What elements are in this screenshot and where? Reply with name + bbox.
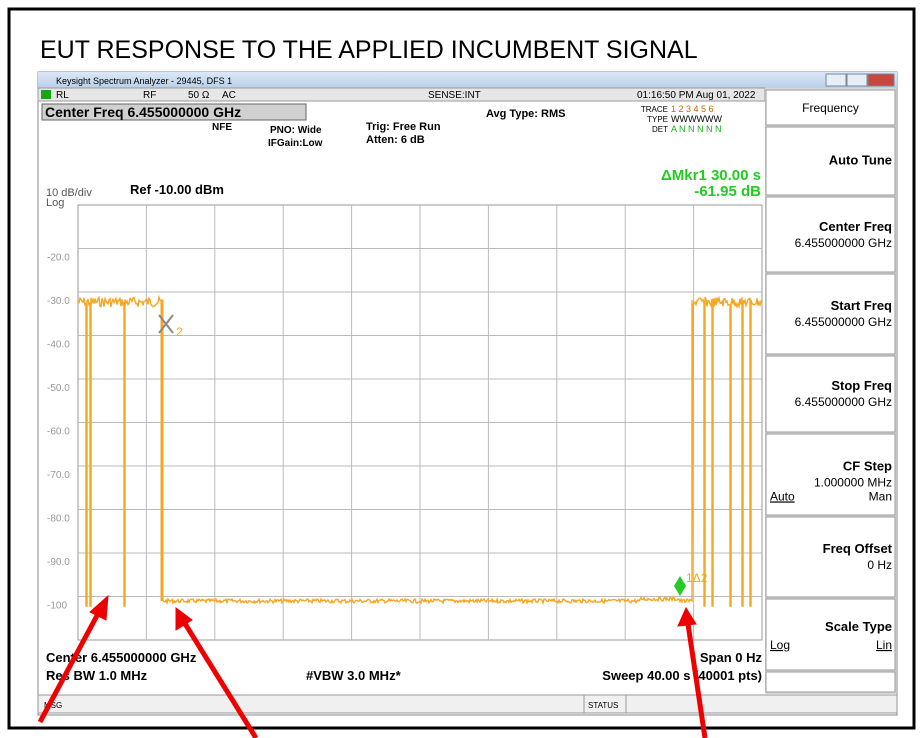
arrowhead bbox=[175, 607, 193, 631]
y-label: -90.0 bbox=[47, 557, 70, 568]
status: STATUS bbox=[588, 701, 618, 710]
rf: RF bbox=[143, 90, 156, 101]
marker-x bbox=[158, 314, 174, 334]
y-label: -50.0 bbox=[47, 383, 70, 394]
atten: Atten: 6 dB bbox=[366, 134, 425, 146]
res-bw: Res BW 1.0 MHz bbox=[46, 668, 148, 683]
softkey[interactable] bbox=[765, 126, 896, 196]
softkey bbox=[765, 671, 896, 693]
scale-mode: Log bbox=[46, 197, 64, 209]
maximize[interactable] bbox=[846, 73, 868, 87]
lxi-icon bbox=[41, 90, 51, 99]
softkey-label: Scale Type bbox=[825, 619, 892, 634]
arrowhead bbox=[677, 606, 697, 627]
minimize[interactable] bbox=[825, 73, 847, 87]
msg: MSG bbox=[44, 701, 62, 710]
rl: RL bbox=[56, 90, 69, 101]
window-title: Keysight Spectrum Analyzer - 29445, DFS … bbox=[56, 76, 232, 86]
softkey-label: Auto Tune bbox=[829, 152, 892, 167]
softkey[interactable] bbox=[765, 273, 896, 355]
datetime: 01:16:50 PM Aug 01, 2022 bbox=[637, 90, 756, 101]
y-label: -80.0 bbox=[47, 514, 70, 525]
type-values: WWWWWW bbox=[671, 114, 722, 124]
trace-values: 1 2 3 4 5 6 bbox=[671, 104, 714, 114]
y-label: -100 bbox=[47, 601, 67, 612]
softkey-label: CF Step bbox=[843, 458, 892, 473]
nfe: NFE bbox=[212, 122, 232, 133]
softkey[interactable] bbox=[765, 196, 896, 273]
ifgain: IFGain:Low bbox=[268, 138, 323, 149]
center: Center 6.455000000 GHz bbox=[46, 650, 197, 665]
message-bar bbox=[37, 694, 898, 714]
center-freq-box[interactable] bbox=[41, 103, 307, 121]
arrow bbox=[181, 620, 259, 738]
marker-delta: ΔMkr1 30.00 s bbox=[661, 167, 761, 184]
arrow bbox=[37, 608, 103, 724]
softkey-left: Auto bbox=[770, 489, 795, 503]
softkey-value: 1.000000 MHz bbox=[814, 475, 892, 489]
softkey-label: Center Freq bbox=[819, 219, 892, 234]
softkey-right: Man bbox=[869, 489, 892, 503]
trig: Trig: Free Run bbox=[366, 121, 441, 133]
softkey[interactable] bbox=[765, 516, 896, 598]
annotation-arrows bbox=[37, 594, 708, 738]
menu-title: Frequency bbox=[802, 101, 859, 115]
y-label: -30.0 bbox=[47, 296, 70, 307]
softkey-value: 6.455000000 GHz bbox=[795, 236, 892, 250]
softkey-label: Start Freq bbox=[831, 298, 892, 313]
center-freq: Center Freq 6.455000000 GHz bbox=[45, 104, 241, 120]
softkey[interactable] bbox=[765, 355, 896, 433]
marker-x-label: 2 bbox=[176, 325, 183, 339]
y-label: -60.0 bbox=[47, 427, 70, 438]
type-label: TYPE bbox=[647, 115, 668, 124]
softkey-left: Log bbox=[770, 638, 790, 652]
arrow bbox=[685, 623, 708, 738]
marker-value: -61.95 dB bbox=[694, 183, 761, 200]
marker-delta-label: 1Δ2 bbox=[686, 571, 708, 585]
softkey-value: 0 Hz bbox=[867, 558, 892, 572]
softkey-value: 6.455000000 GHz bbox=[795, 395, 892, 409]
coupling: AC bbox=[222, 90, 236, 101]
pno: PNO: Wide bbox=[270, 125, 322, 136]
close[interactable] bbox=[867, 73, 895, 87]
det-label: DET bbox=[652, 125, 668, 134]
y-label: -20.0 bbox=[47, 253, 70, 264]
trace bbox=[77, 294, 763, 607]
impedance: 50 Ω bbox=[188, 90, 210, 101]
sweep: Sweep 40.00 s (40001 pts) bbox=[602, 668, 762, 683]
vbw: #VBW 3.0 MHz* bbox=[306, 668, 402, 683]
softkey[interactable] bbox=[765, 433, 896, 516]
ref-level: Ref -10.00 dBm bbox=[130, 182, 224, 197]
page-title: EUT RESPONSE TO THE APPLIED INCUMBENT SI… bbox=[40, 36, 698, 64]
avg-type: Avg Type: RMS bbox=[486, 108, 565, 120]
softkey-value: 6.455000000 GHz bbox=[795, 315, 892, 329]
per-div: 10 dB/div bbox=[46, 187, 92, 199]
arrowhead bbox=[89, 594, 109, 621]
trace-label: TRACE bbox=[641, 105, 668, 114]
title-bar bbox=[38, 72, 897, 88]
y-label: -70.0 bbox=[47, 470, 70, 481]
y-label: -40.0 bbox=[47, 340, 70, 351]
softkey-right: Lin bbox=[876, 638, 892, 652]
det-values: A N N N N N bbox=[671, 124, 722, 134]
marker-diamond bbox=[674, 576, 686, 596]
softkey[interactable] bbox=[765, 598, 896, 671]
softkey-label: Stop Freq bbox=[831, 378, 892, 393]
span: Span 0 Hz bbox=[700, 650, 763, 665]
sense: SENSE:INT bbox=[428, 90, 481, 101]
softkey-label: Freq Offset bbox=[823, 541, 893, 556]
menu-header bbox=[765, 89, 896, 126]
